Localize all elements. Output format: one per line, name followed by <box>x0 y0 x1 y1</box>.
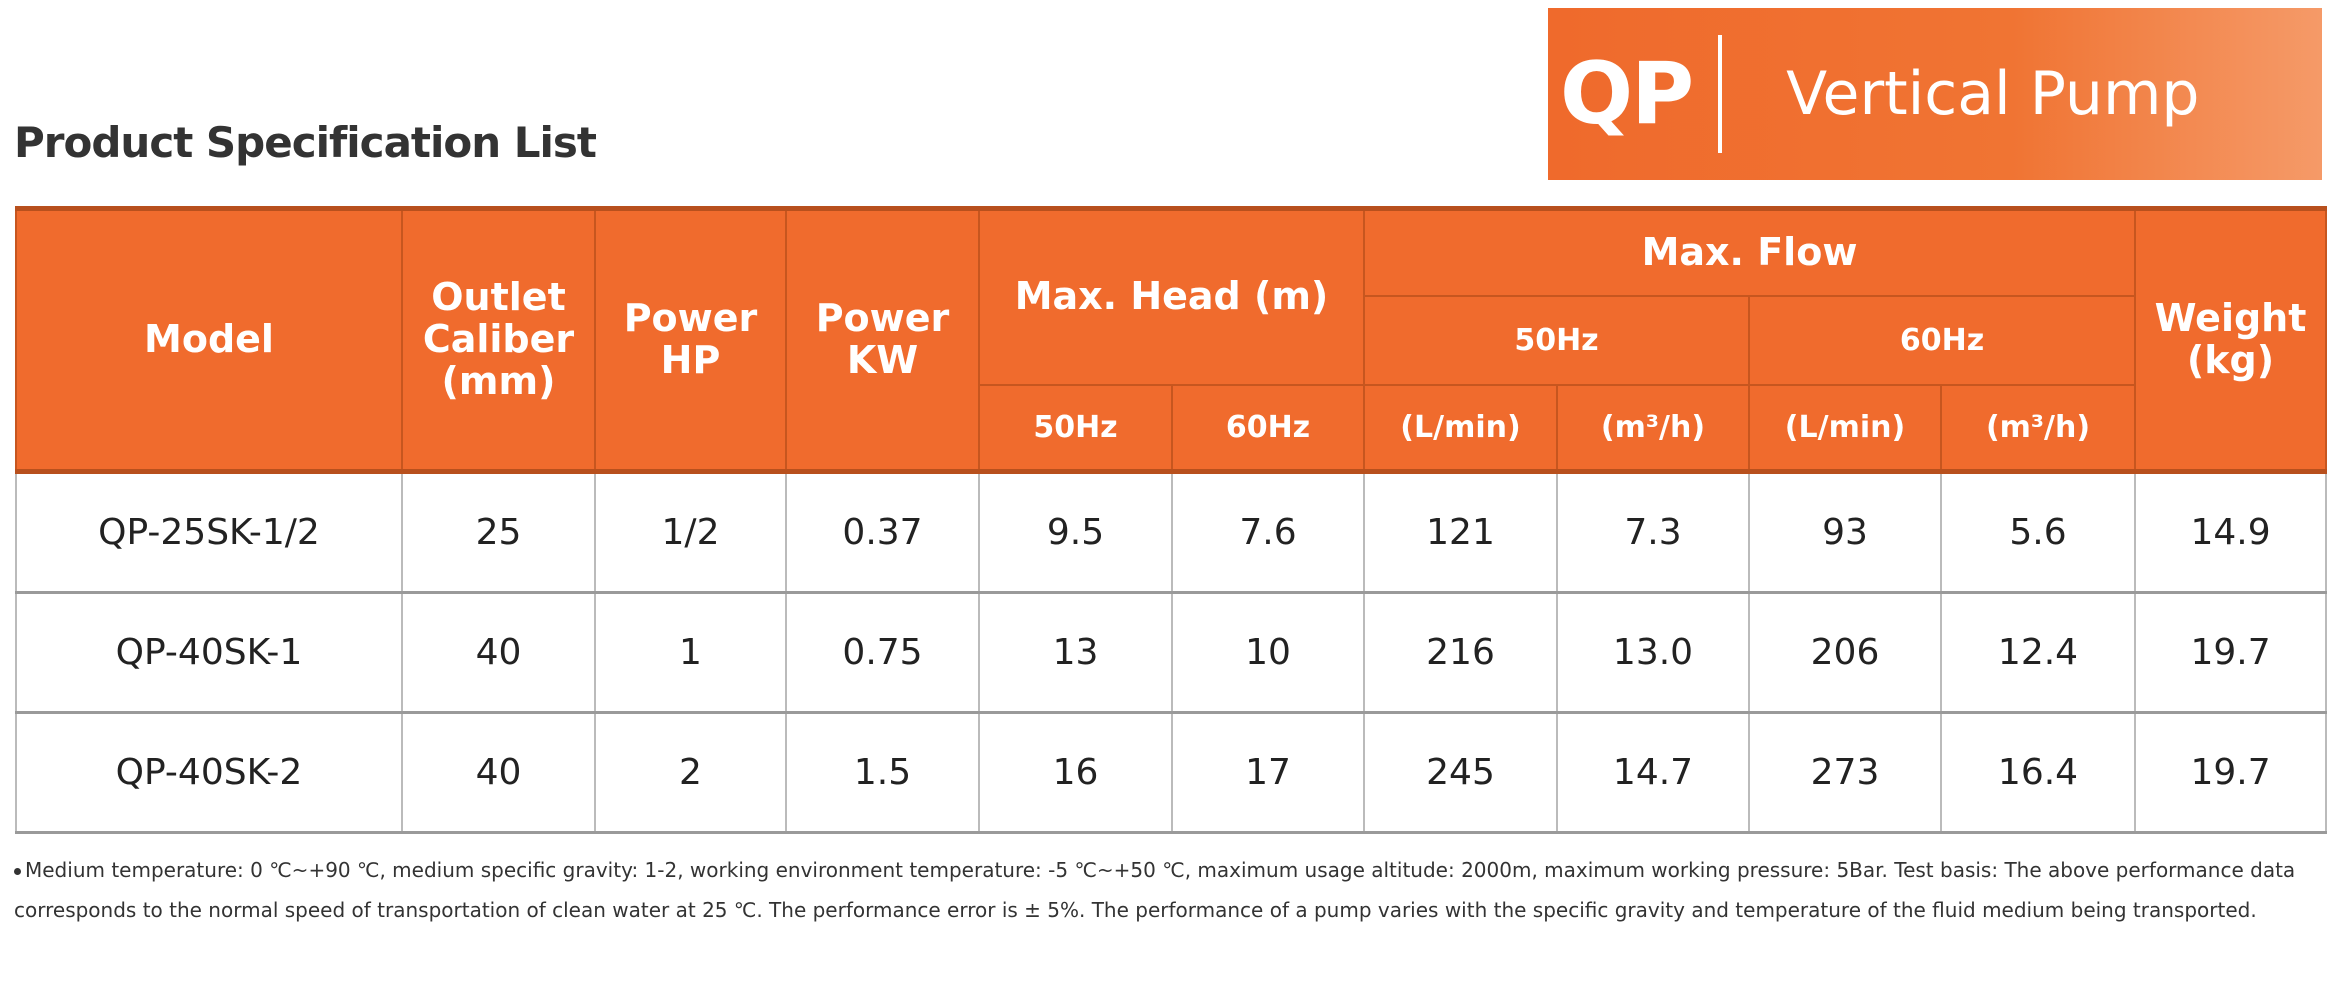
table-cell: 40 <box>401 712 596 834</box>
header-flow-50-lmin: (L/min) <box>1363 383 1558 474</box>
table-cell: 25 <box>401 471 596 594</box>
table-cell: 16.4 <box>1939 712 2137 834</box>
table-cell: 17 <box>1171 712 1365 834</box>
header-flow-50hz: 50Hz <box>1363 294 1750 386</box>
table-cell: 14.9 <box>2134 471 2328 594</box>
footnote: Medium temperature: 0 ℃~+90 ℃, medium sp… <box>14 850 2324 930</box>
table-cell: 14.7 <box>1556 712 1750 834</box>
header-text: Power <box>815 296 950 341</box>
spec-table: Model Outlet Caliber (mm) Power HP Power… <box>15 206 2328 834</box>
header-flow-50-m3h: (m³/h) <box>1556 383 1750 474</box>
table-cell: 7.3 <box>1556 471 1750 594</box>
table-cell: 19.7 <box>2134 592 2328 714</box>
header-power-kw: Power KW <box>785 206 980 474</box>
banner-divider <box>1718 35 1723 153</box>
header-text: Power <box>623 296 758 341</box>
table-cell: 2 <box>594 712 787 834</box>
banner-code: QP <box>1560 44 1694 144</box>
table-row: QP-40SK-2 40 2 1.5 16 17 245 14.7 273 16.4 19.7 <box>15 712 2328 834</box>
table-cell: 19.7 <box>2134 712 2328 834</box>
header-max-flow: Max. Flow <box>1362 206 2137 297</box>
table-cell: 9.5 <box>978 471 1173 594</box>
header-max-head: Max. Head (m) <box>978 206 1365 386</box>
header-flow-60-m3h: (m³/h) <box>1939 383 2137 474</box>
banner-name: Vertical Pump <box>1786 59 2200 129</box>
footnote-text: Medium temperature: 0 ℃~+90 ℃, medium sp… <box>14 858 2296 922</box>
table-cell: 0.75 <box>785 592 980 714</box>
table-cell: QP-25SK-1/2 <box>15 471 403 594</box>
header-head-60hz: 60Hz <box>1171 383 1365 474</box>
header-text: KW <box>846 338 919 382</box>
table-cell: 273 <box>1748 712 1942 834</box>
header-outlet-caliber: Outlet Caliber (mm) <box>401 206 596 474</box>
header-text: (kg) <box>2186 338 2275 382</box>
table-cell: 121 <box>1363 471 1558 594</box>
table-row: QP-25SK-1/2 25 1/2 0.37 9.5 7.6 121 7.3 93 5.6 14.… <box>15 471 2328 594</box>
product-banner: QP Vertical Pump <box>1548 8 2322 180</box>
table-cell: 0.37 <box>785 471 980 594</box>
table-cell: 1/2 <box>594 471 787 594</box>
table-cell: 5.6 <box>1939 471 2137 594</box>
header-flow-60hz: 60Hz <box>1747 294 2137 386</box>
table-cell: 216 <box>1363 592 1558 714</box>
table-cell: 16 <box>978 712 1173 834</box>
header-power-hp: Power HP <box>594 206 787 474</box>
header-text: Caliber <box>422 317 575 362</box>
header-head-50hz: 50Hz <box>978 383 1173 474</box>
page-title: Product Specification List <box>14 118 597 167</box>
table-cell: 1.5 <box>785 712 980 834</box>
table-cell: 12.4 <box>1939 592 2137 714</box>
table-cell: QP-40SK-2 <box>15 712 403 834</box>
table-row: QP-40SK-1 40 1 0.75 13 10 216 13.0 206 12.4 19.7 <box>15 592 2328 714</box>
header-model: Model <box>15 206 403 474</box>
header-text: (mm) <box>441 358 556 403</box>
header-flow-60-lmin: (L/min) <box>1748 383 1942 474</box>
table-cell: 1 <box>594 592 787 714</box>
table-cell: 93 <box>1748 471 1942 594</box>
header-text: HP <box>660 338 721 382</box>
header-text: Outlet <box>431 275 566 320</box>
table-cell: 245 <box>1363 712 1558 834</box>
header-text: Weight <box>2154 296 2307 341</box>
table-cell: 40 <box>401 592 596 714</box>
table-cell: 206 <box>1748 592 1942 714</box>
table-cell: 13 <box>978 592 1173 714</box>
bullet-icon <box>14 868 21 875</box>
table-cell: 7.6 <box>1171 471 1365 594</box>
header-weight: Weight (kg) <box>2134 206 2328 474</box>
table-cell: 13.0 <box>1556 592 1750 714</box>
table-cell: 10 <box>1171 592 1365 714</box>
table-cell: QP-40SK-1 <box>15 592 403 714</box>
